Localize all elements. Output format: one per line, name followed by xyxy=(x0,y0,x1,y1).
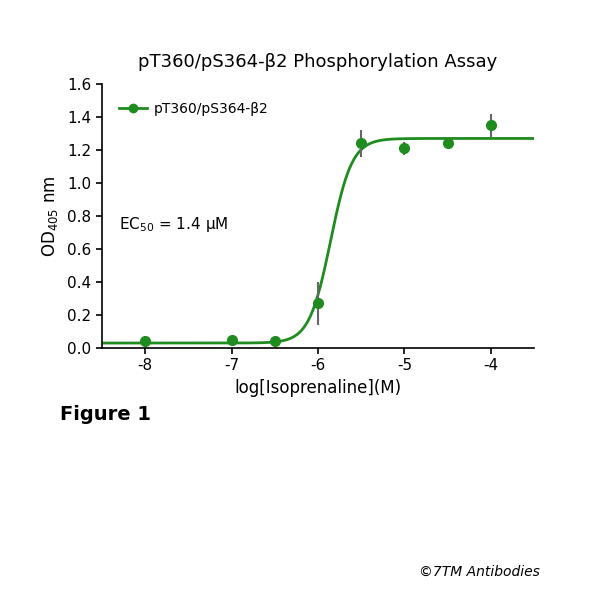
Text: EC$_{50}$ = 1.4 μM: EC$_{50}$ = 1.4 μM xyxy=(119,215,229,234)
Title: pT360/pS364-β2 Phosphorylation Assay: pT360/pS364-β2 Phosphorylation Assay xyxy=(139,53,497,71)
Y-axis label: OD$_{405}$ nm: OD$_{405}$ nm xyxy=(40,175,61,257)
Text: ©7TM Antibodies: ©7TM Antibodies xyxy=(419,565,540,579)
Legend: pT360/pS364-β2: pT360/pS364-β2 xyxy=(113,96,274,121)
Text: Figure 1: Figure 1 xyxy=(60,405,151,424)
X-axis label: log[Isoprenaline](M): log[Isoprenaline](M) xyxy=(235,379,401,397)
